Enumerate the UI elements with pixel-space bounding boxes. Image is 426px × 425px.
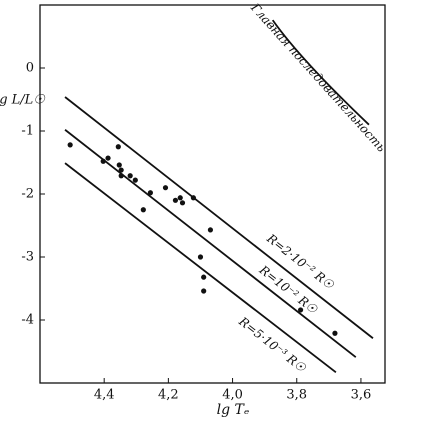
data-point xyxy=(127,173,133,179)
data-point xyxy=(100,158,106,164)
data-point xyxy=(105,155,111,161)
data-point xyxy=(201,274,207,280)
data-point xyxy=(67,142,73,148)
x-tick-label: 4,0 xyxy=(222,388,243,403)
data-point xyxy=(115,144,121,150)
y-tick-label: 0 xyxy=(26,61,34,76)
line-label: Главная последовательность xyxy=(247,0,388,155)
data-point xyxy=(207,227,214,233)
data-point xyxy=(118,167,124,173)
data-point xyxy=(179,200,186,206)
line xyxy=(64,129,357,358)
plot-frame xyxy=(39,4,386,384)
y-tick-label: -1 xyxy=(21,124,34,139)
data-point xyxy=(116,162,122,168)
x-tick-label: 3,8 xyxy=(286,388,307,403)
x-tick-label: 4,2 xyxy=(158,388,179,403)
line xyxy=(64,96,374,339)
data-point xyxy=(201,288,207,294)
data-point xyxy=(297,307,304,313)
data-point xyxy=(147,190,153,196)
data-point xyxy=(332,330,338,336)
data-point xyxy=(172,197,179,203)
line xyxy=(64,162,337,374)
data-point xyxy=(190,195,197,201)
y-tick-label: -2 xyxy=(21,187,34,202)
data-point xyxy=(162,185,169,191)
data-point xyxy=(132,177,138,183)
x-tick-label: 4,4 xyxy=(94,388,115,403)
x-axis-label: lg Tₑ xyxy=(217,402,250,418)
line xyxy=(271,19,370,126)
y-tick-label: -4 xyxy=(21,313,34,328)
data-point xyxy=(197,254,204,260)
data-point xyxy=(118,173,124,179)
y-tick-label: -3 xyxy=(21,250,34,265)
data-point xyxy=(140,207,146,213)
data-point xyxy=(177,195,183,201)
y-axis-label: lg L/L☉ xyxy=(0,93,46,108)
x-tick-label: 3,6 xyxy=(351,388,372,403)
